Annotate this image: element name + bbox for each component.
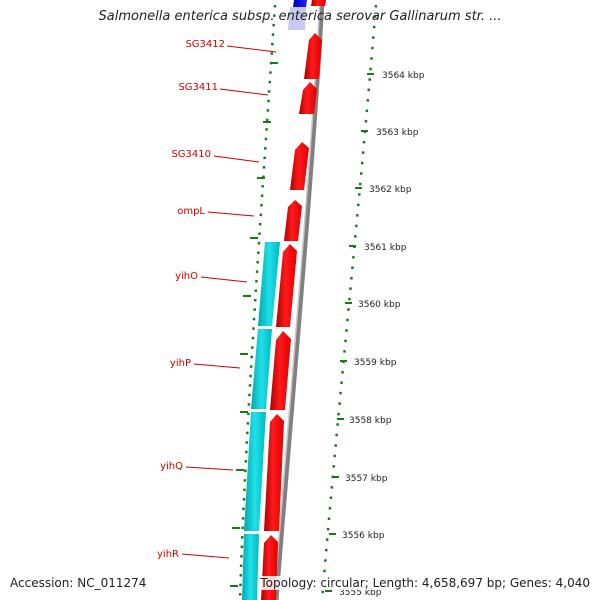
gene-label-yihQ[interactable]: yihQ [160, 461, 183, 472]
ruler-label: 3559 kbp [354, 358, 397, 368]
ruler-label: 3557 kbp [345, 474, 388, 484]
ruler-label: 3564 kbp [382, 71, 425, 81]
gene-label-SG3411[interactable]: SG3411 [178, 82, 218, 93]
rna-gene[interactable] [293, 0, 307, 7]
rna-gene-shadow [288, 7, 306, 30]
gene-label-yihR[interactable]: yihR [157, 549, 179, 560]
gene-label-SG3412[interactable]: SG3412 [185, 39, 225, 50]
gene-SG3411[interactable] [299, 82, 317, 114]
ruler-label: 3563 kbp [376, 128, 419, 138]
inner-ring-ticks [230, 62, 278, 587]
gene-ompL[interactable] [284, 200, 302, 241]
label-leaders [181, 45, 277, 559]
gene-yihQ[interactable] [264, 414, 284, 531]
gene-label-ompL[interactable]: ompL [177, 206, 205, 217]
gene-labels: SG3412 SG3411 SG3410 ompL yihO yihP yihQ… [157, 39, 225, 560]
accession-label: Accession: NC_011274 [10, 576, 147, 590]
ruler-label: 3561 kbp [364, 243, 407, 253]
gene-yihO-reverse[interactable] [258, 242, 280, 326]
gene-label-yihP[interactable]: yihP [170, 358, 191, 369]
topology-info: Topology: circular; Length: 4,658,697 bp… [260, 576, 590, 590]
ruler-label: 3560 kbp [358, 300, 401, 310]
gene-label-SG3410[interactable]: SG3410 [171, 149, 211, 160]
ruler-label: 3555 kbp [339, 588, 382, 598]
ruler-ticks [325, 73, 374, 592]
gene-yihQ-reverse[interactable] [244, 412, 266, 531]
gene-label-yihO[interactable]: yihO [175, 271, 198, 282]
map-title: Salmonella enterica subsp. enterica sero… [98, 9, 502, 24]
ruler-label: 3556 kbp [342, 531, 385, 541]
gene-yihP-reverse[interactable] [251, 329, 272, 409]
outer-ruler-ring [320, 4, 378, 600]
gene-yihP[interactable] [270, 331, 291, 410]
ruler-label: 3562 kbp [369, 185, 412, 195]
ruler-labels: 3564 kbp 3563 kbp 3562 kbp 3561 kbp 3560… [339, 71, 425, 598]
gene-top-partial[interactable] [311, 0, 326, 6]
ruler-label: 3558 kbp [349, 416, 392, 426]
gene-SG3410[interactable] [290, 142, 309, 190]
gene-SG3412[interactable] [304, 33, 322, 79]
gene-yihR-reverse[interactable] [242, 534, 259, 600]
gene-yihR[interactable] [261, 535, 278, 600]
gene-yihO[interactable] [276, 244, 297, 327]
